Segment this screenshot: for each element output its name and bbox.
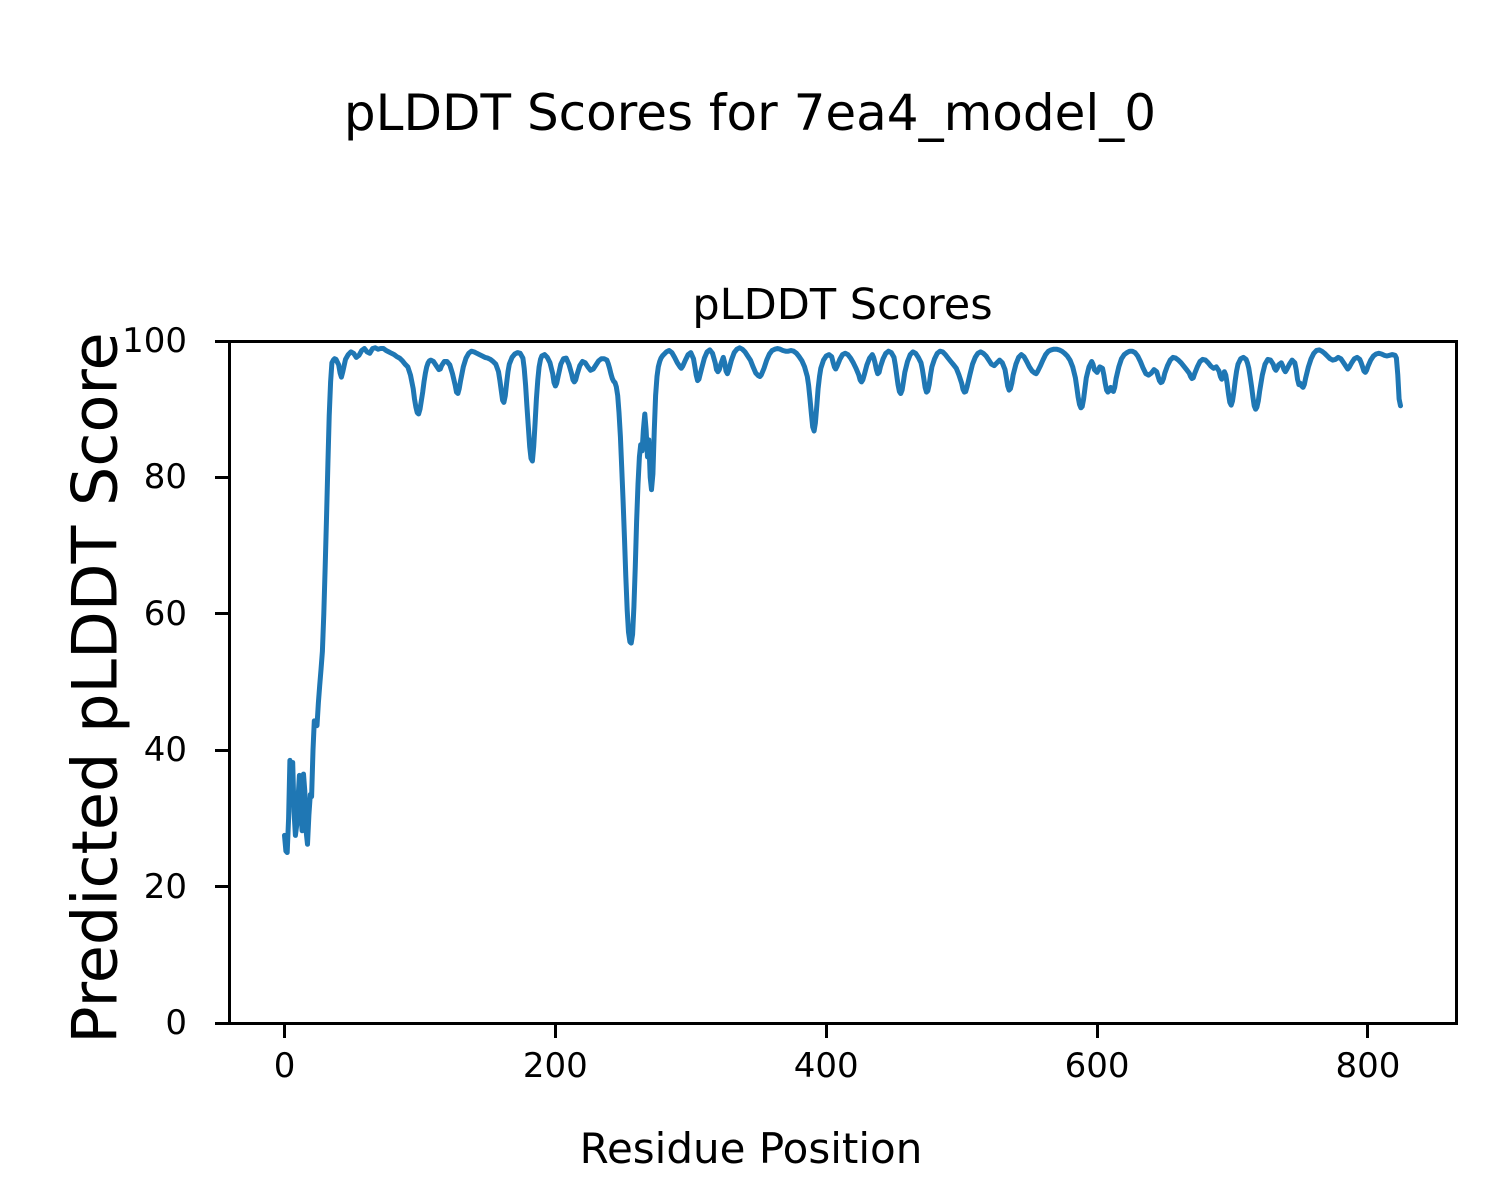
plot-frame (227, 339, 1458, 1025)
x-tick-mark (283, 1024, 287, 1038)
x-tick-label: 800 (1335, 1046, 1401, 1086)
y-tick-mark (214, 885, 228, 889)
x-tick-label: 200 (522, 1046, 588, 1086)
x-tick-label: 600 (1064, 1046, 1130, 1086)
plddt-line-series (282, 345, 1403, 855)
x-tick-mark (553, 1024, 557, 1038)
x-tick-mark (1095, 1024, 1099, 1038)
y-tick-label: 40 (143, 730, 187, 771)
y-tick-label: 80 (143, 457, 187, 498)
y-tick-label: 60 (143, 593, 187, 634)
y-axis-label: Predicted pLDDT Score (58, 332, 132, 1044)
y-tick-mark (214, 339, 228, 343)
x-tick-label: 0 (273, 1046, 296, 1086)
plot-area (282, 345, 1403, 855)
y-tick-label: 20 (143, 866, 187, 907)
y-tick-mark (214, 612, 228, 616)
y-tick-mark (214, 1021, 228, 1025)
x-tick-mark (1366, 1024, 1370, 1038)
axes-title: pLDDT Scores (692, 280, 993, 330)
x-axis-label: Residue Position (579, 1124, 923, 1173)
y-tick-mark (214, 475, 228, 479)
y-tick-label: 100 (122, 321, 187, 361)
figure-title: pLDDT Scores for 7ea4_model_0 (343, 84, 1157, 142)
y-tick-mark (214, 748, 228, 752)
x-tick-mark (824, 1024, 828, 1038)
x-tick-label: 400 (793, 1046, 859, 1086)
y-tick-label: 0 (165, 1003, 187, 1043)
